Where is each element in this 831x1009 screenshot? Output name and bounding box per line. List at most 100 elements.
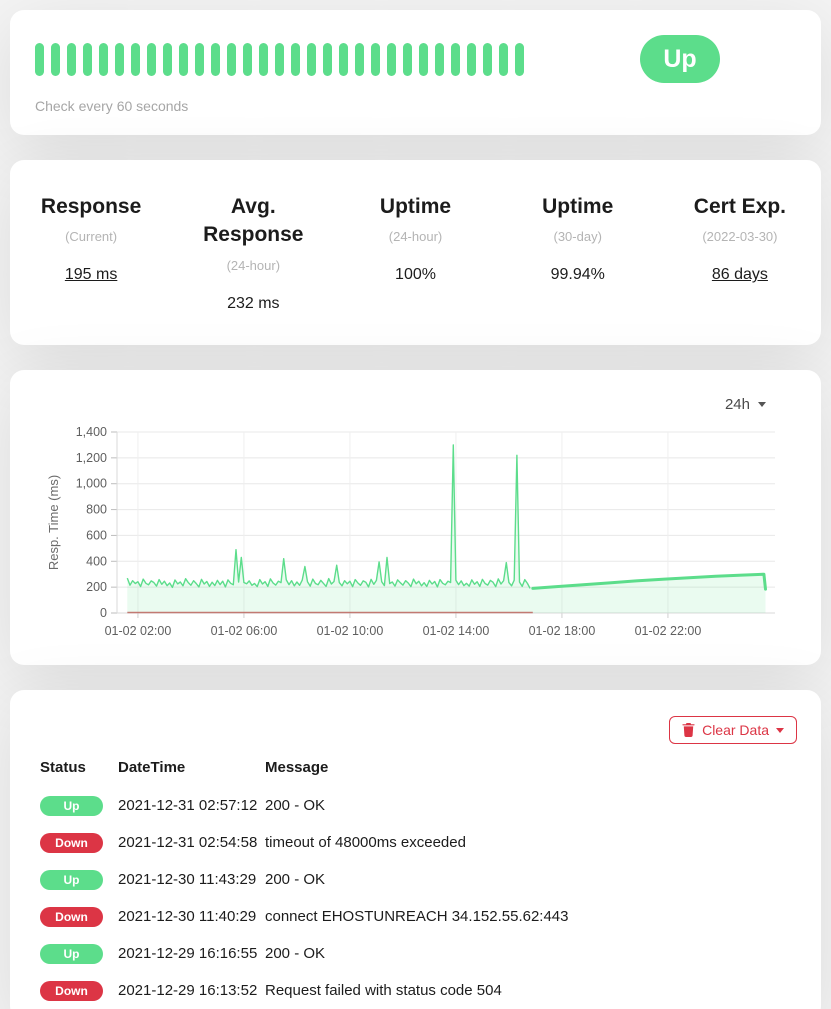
beat-up[interactable] xyxy=(131,43,140,76)
beat-up[interactable] xyxy=(163,43,172,76)
event-message: connect EHOSTUNREACH 34.152.55.62:443 xyxy=(265,908,569,925)
stat-column: Uptime (24-hour) 100% xyxy=(334,193,496,345)
stat-value[interactable]: 99.94% xyxy=(550,266,605,284)
event-row[interactable]: Down 2021-12-30 11:40:29 connect EHOSTUN… xyxy=(40,898,801,935)
beat-up[interactable] xyxy=(387,43,396,76)
response-time-chart[interactable]: 0 200 400 600 800 1,000 1,200 1,400 01-02 02:00 0… xyxy=(20,415,820,655)
chart-period-select[interactable]: 24h xyxy=(725,396,766,413)
heartbeat-card: Up Check every 60 seconds xyxy=(10,10,821,135)
event-message: 200 - OK xyxy=(265,797,326,814)
svg-text:1,000: 1,000 xyxy=(76,477,107,491)
beat-up[interactable] xyxy=(419,43,428,76)
beat-up[interactable] xyxy=(323,43,332,76)
beat-up[interactable] xyxy=(211,43,220,76)
beat-up[interactable] xyxy=(435,43,444,76)
stat-title: Cert Exp. xyxy=(693,195,786,218)
stat-title: Uptime xyxy=(542,195,614,218)
event-datetime: 2021-12-31 02:57:12 xyxy=(118,797,258,814)
stat-title: Avg. Response xyxy=(203,195,304,247)
event-status-badge: Down xyxy=(40,906,103,927)
response-chart-card: 24h 0 200 400 600 800 1,000 1,200 1,400 01-02 02… xyxy=(10,370,821,665)
beat-up[interactable] xyxy=(467,43,476,76)
svg-text:1,200: 1,200 xyxy=(76,451,107,465)
stat-title: Uptime xyxy=(379,195,452,218)
beat-up[interactable] xyxy=(67,43,76,76)
beat-up[interactable] xyxy=(83,43,92,76)
beat-up[interactable] xyxy=(307,43,316,76)
svg-text:01-02 02:00: 01-02 02:00 xyxy=(105,624,172,638)
beat-up[interactable] xyxy=(99,43,108,76)
beat-up[interactable] xyxy=(275,43,284,76)
beat-up[interactable] xyxy=(291,43,300,76)
events-table-header: Status DateTime Message xyxy=(40,757,801,777)
stat-subtitle: (2022-03-30) xyxy=(702,229,778,245)
beat-up[interactable] xyxy=(371,43,380,76)
svg-text:01-02 06:00: 01-02 06:00 xyxy=(211,624,278,638)
stat-value[interactable]: 195 ms xyxy=(64,266,118,284)
stat-column: Avg. Response (24-hour) 232 ms xyxy=(172,193,334,345)
column-header: DateTime xyxy=(118,758,186,776)
event-message: timeout of 48000ms exceeded xyxy=(265,834,466,851)
svg-text:0: 0 xyxy=(100,606,107,620)
svg-text:Resp. Time (ms): Resp. Time (ms) xyxy=(46,475,61,570)
event-datetime: 2021-12-30 11:43:29 xyxy=(118,871,257,888)
stat-column: Cert Exp. (2022-03-30) 86 days xyxy=(659,193,821,345)
stat-column: Uptime (30-day) 99.94% xyxy=(497,193,659,345)
event-row[interactable]: Up 2021-12-30 11:43:29 200 - OK xyxy=(40,861,801,898)
event-message: Request failed with status code 504 xyxy=(265,982,502,999)
stat-subtitle: (24-hour) xyxy=(226,257,281,273)
event-status-badge: Up xyxy=(40,943,103,964)
beat-up[interactable] xyxy=(147,43,156,76)
beat-up[interactable] xyxy=(355,43,364,76)
event-row[interactable]: Up 2021-12-29 16:16:55 200 - OK xyxy=(40,935,801,972)
event-row[interactable]: Down 2021-12-29 16:13:52 Request failed … xyxy=(40,972,801,1009)
beat-up[interactable] xyxy=(227,43,236,76)
trash-icon xyxy=(682,723,695,737)
event-message: 200 - OK xyxy=(265,945,326,962)
event-row[interactable]: Down 2021-12-31 02:54:58 timeout of 4800… xyxy=(40,824,801,861)
chevron-down-icon xyxy=(776,727,784,733)
stat-subtitle: (30-day) xyxy=(553,229,602,245)
chart-period-value: 24h xyxy=(724,396,750,413)
beat-up[interactable] xyxy=(115,43,124,76)
stat-value[interactable]: 86 days xyxy=(711,266,768,284)
stat-subtitle: (24-hour) xyxy=(388,229,443,245)
svg-text:800: 800 xyxy=(86,503,107,517)
event-datetime: 2021-12-30 11:40:29 xyxy=(118,908,257,925)
event-datetime: 2021-12-29 16:16:55 xyxy=(118,945,258,962)
beat-up[interactable] xyxy=(483,43,492,76)
beat-up[interactable] xyxy=(195,43,204,76)
stats-card: Response (Current) 195 ms Avg. Response … xyxy=(10,160,821,345)
column-header: Message xyxy=(265,758,329,776)
stat-column: Response (Current) 195 ms xyxy=(10,193,172,345)
heartbeat-bar[interactable] xyxy=(35,43,531,76)
event-status-badge: Up xyxy=(40,795,103,816)
event-message: 200 - OK xyxy=(265,871,326,888)
beat-up[interactable] xyxy=(51,43,60,76)
check-interval-text: Check every 60 seconds xyxy=(35,98,189,114)
event-datetime: 2021-12-29 16:13:52 xyxy=(118,982,258,999)
stat-value[interactable]: 232 ms xyxy=(227,294,280,312)
events-table: Status DateTime Message Up 2021-12-31 02:5… xyxy=(10,690,821,1009)
status-badge: Up xyxy=(640,35,720,83)
svg-text:01-02 14:00: 01-02 14:00 xyxy=(423,624,490,638)
beat-up[interactable] xyxy=(515,43,524,76)
beat-up[interactable] xyxy=(403,43,412,76)
beat-up[interactable] xyxy=(35,43,44,76)
svg-text:200: 200 xyxy=(86,580,107,594)
svg-text:01-02 18:00: 01-02 18:00 xyxy=(529,624,596,638)
beat-up[interactable] xyxy=(339,43,348,76)
beat-up[interactable] xyxy=(259,43,268,76)
event-row[interactable]: Up 2021-12-31 02:57:12 200 - OK xyxy=(40,787,801,824)
beat-up[interactable] xyxy=(499,43,508,76)
stat-value[interactable]: 100% xyxy=(395,266,436,284)
svg-text:600: 600 xyxy=(86,528,107,542)
chevron-down-icon xyxy=(758,402,766,407)
svg-text:01-02 22:00: 01-02 22:00 xyxy=(635,624,702,638)
beat-up[interactable] xyxy=(451,43,460,76)
beat-up[interactable] xyxy=(243,43,252,76)
beat-up[interactable] xyxy=(179,43,188,76)
events-card: Clear Data Status DateTime Message Up 2021… xyxy=(10,690,821,1009)
clear-data-button[interactable]: Clear Data xyxy=(669,716,797,744)
